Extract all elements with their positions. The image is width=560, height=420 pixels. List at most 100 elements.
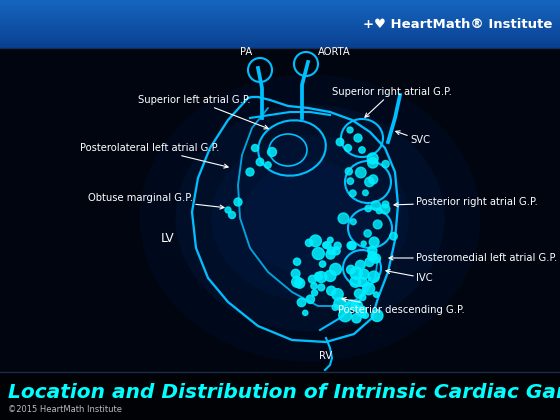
Bar — [0, 16, 560, 17]
Bar — [0, 42, 560, 43]
Circle shape — [297, 298, 306, 307]
Circle shape — [354, 134, 362, 142]
Circle shape — [318, 284, 325, 291]
Circle shape — [311, 283, 317, 289]
Circle shape — [228, 212, 236, 218]
Circle shape — [382, 160, 389, 168]
Bar — [0, 34, 560, 35]
Text: SVC: SVC — [396, 131, 430, 145]
Circle shape — [354, 289, 363, 298]
Bar — [0, 25, 560, 26]
Bar — [0, 47, 560, 48]
Bar — [0, 3, 560, 4]
Ellipse shape — [243, 161, 377, 275]
Circle shape — [347, 300, 356, 309]
Bar — [0, 6, 560, 7]
Circle shape — [368, 271, 379, 282]
Circle shape — [347, 127, 353, 133]
Circle shape — [256, 158, 264, 166]
Bar — [0, 32, 560, 34]
Circle shape — [361, 312, 366, 318]
Circle shape — [353, 304, 360, 311]
Circle shape — [344, 144, 352, 152]
Text: Posterior descending G.P.: Posterior descending G.P. — [338, 297, 465, 315]
Bar — [0, 8, 560, 10]
Circle shape — [365, 258, 374, 267]
Circle shape — [374, 220, 382, 229]
Circle shape — [339, 309, 352, 322]
Bar — [0, 12, 560, 13]
Circle shape — [363, 283, 375, 295]
Circle shape — [348, 242, 356, 249]
Bar — [0, 46, 560, 47]
Text: RV: RV — [319, 351, 333, 361]
Circle shape — [302, 310, 308, 315]
Circle shape — [312, 247, 324, 260]
Bar — [0, 21, 560, 23]
Bar — [0, 31, 560, 32]
Bar — [0, 24, 560, 25]
Circle shape — [364, 230, 371, 237]
Bar — [0, 4, 560, 5]
Bar — [0, 39, 560, 41]
Circle shape — [306, 295, 315, 304]
Circle shape — [350, 267, 362, 279]
Circle shape — [251, 144, 259, 152]
Circle shape — [291, 269, 300, 278]
Circle shape — [365, 205, 371, 212]
Circle shape — [368, 253, 377, 261]
Ellipse shape — [212, 135, 409, 301]
Text: Posteromedial left atrial G.P.: Posteromedial left atrial G.P. — [389, 253, 557, 263]
Circle shape — [295, 278, 305, 288]
Bar — [0, 28, 560, 29]
Text: IVC: IVC — [386, 270, 433, 283]
Circle shape — [368, 252, 376, 260]
Bar — [0, 5, 560, 6]
Bar — [0, 13, 560, 14]
Bar — [0, 23, 560, 24]
Bar — [0, 14, 560, 16]
Text: +♥ HeartMath® Institute: +♥ HeartMath® Institute — [363, 18, 552, 31]
Circle shape — [371, 254, 380, 263]
Circle shape — [246, 168, 254, 176]
Text: PA: PA — [240, 47, 252, 57]
Bar — [0, 372, 560, 420]
Circle shape — [358, 278, 367, 286]
Circle shape — [347, 241, 355, 249]
Circle shape — [346, 168, 352, 175]
Circle shape — [369, 237, 379, 247]
Ellipse shape — [140, 74, 480, 362]
Circle shape — [323, 242, 329, 248]
Circle shape — [293, 258, 301, 265]
Text: AORTA: AORTA — [318, 47, 351, 57]
Bar — [0, 19, 560, 21]
Circle shape — [268, 147, 277, 157]
Circle shape — [333, 247, 340, 255]
Circle shape — [367, 158, 378, 168]
Text: Posterolateral left atrial G.P.: Posterolateral left atrial G.P. — [80, 143, 228, 168]
Circle shape — [336, 138, 344, 146]
Circle shape — [359, 306, 364, 311]
Circle shape — [225, 207, 231, 213]
Circle shape — [371, 201, 380, 210]
Bar — [0, 10, 560, 11]
Bar — [0, 41, 560, 42]
Circle shape — [234, 198, 242, 206]
Bar — [0, 11, 560, 12]
Circle shape — [368, 175, 377, 184]
Bar — [0, 48, 560, 372]
Bar — [0, 29, 560, 30]
Circle shape — [359, 269, 369, 279]
Circle shape — [338, 213, 349, 223]
Circle shape — [352, 314, 361, 323]
Circle shape — [332, 304, 338, 310]
Circle shape — [315, 272, 323, 280]
Circle shape — [360, 294, 366, 300]
Circle shape — [359, 147, 365, 153]
Ellipse shape — [176, 105, 445, 331]
Text: Location and Distribution of Intrinsic Cardiac Ganglia: Location and Distribution of Intrinsic C… — [8, 383, 560, 402]
Circle shape — [367, 153, 378, 164]
Circle shape — [350, 277, 361, 287]
Circle shape — [376, 208, 382, 214]
Circle shape — [363, 190, 368, 196]
